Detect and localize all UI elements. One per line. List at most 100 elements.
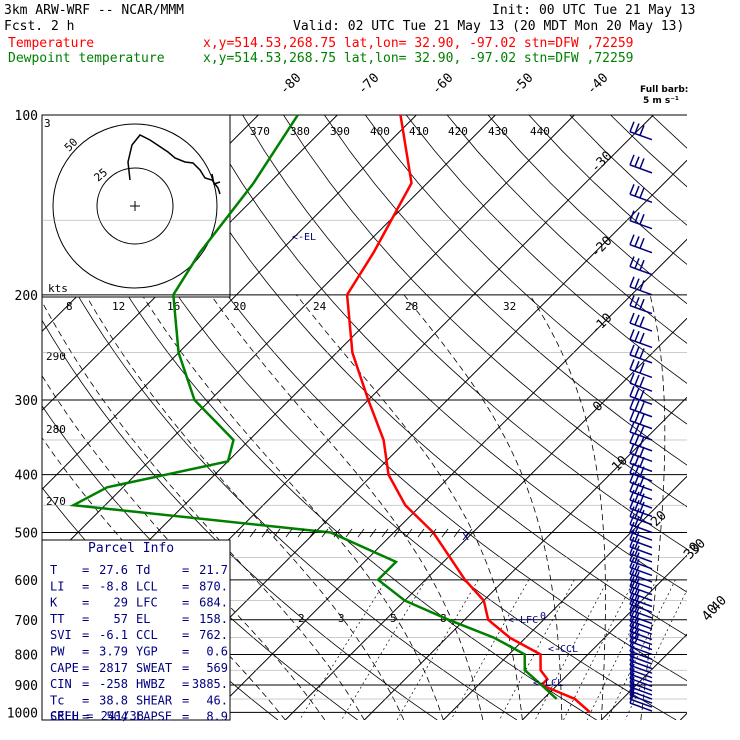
barb-flag — [629, 650, 635, 661]
barb-flag — [634, 595, 640, 607]
parcel-eq: = — [82, 677, 89, 691]
barb-flag — [634, 491, 640, 503]
barb-flag — [629, 453, 635, 464]
barb-flag — [639, 332, 645, 344]
parcel-value: -6.1 — [99, 628, 128, 642]
isotherm-line — [679, 712, 687, 720]
barb-flag — [629, 605, 635, 616]
parcel-value: 57 — [114, 612, 128, 626]
theta-label: 420 — [448, 125, 468, 138]
barb-flag — [629, 489, 635, 501]
barb-flag — [629, 692, 635, 704]
pressure-label-1000: 1000 — [7, 706, 38, 721]
barb-flag — [639, 259, 645, 271]
pressure-label-300: 300 — [15, 394, 38, 409]
parcel-eq: = — [182, 661, 189, 675]
isotherm-line — [442, 475, 687, 720]
barb-flag — [639, 316, 645, 327]
parcel-key: SWEAT — [136, 661, 172, 675]
wind-barb — [629, 523, 653, 534]
parcel-info: Parcel Info T = 27.6 Td = 21.7 LI = -8.8 LCL = 870.… — [41, 539, 231, 724]
dry-adiabat — [446, 115, 687, 344]
barb-flag — [629, 594, 635, 605]
dry-adiabat — [487, 115, 687, 305]
wind-barbs — [237, 121, 653, 712]
tick-mark — [237, 528, 245, 538]
valid-time: Valid: 02 UTC Tue 21 May 13 (20 MDT Mon … — [293, 19, 684, 34]
parcel-key: PW — [50, 645, 65, 659]
barb-flag — [634, 185, 640, 197]
wind-barb — [629, 566, 653, 577]
mixing-ratio-label: 32 — [503, 300, 516, 313]
barb-flag — [629, 121, 635, 133]
barb-flag — [629, 443, 635, 454]
wind-barb — [629, 304, 653, 315]
temperature-profile — [345, 114, 591, 714]
dewpoint-info: x,y=514.53,268.75 lat,lon= 32.90, -97.02… — [203, 51, 633, 66]
parcel-key: Td — [136, 563, 150, 577]
barb-flag — [634, 558, 640, 570]
barb-flag — [639, 298, 645, 310]
wind-barb — [629, 694, 653, 704]
barb-flag — [629, 410, 635, 421]
parcel-value: 29 — [114, 596, 128, 610]
parcel-row: CAPE = 2817 SWEAT = 569 — [50, 661, 228, 675]
barb-flag — [629, 588, 635, 599]
isotherm-line — [600, 633, 687, 720]
dry-adiabat — [569, 115, 687, 226]
barb-flag — [629, 344, 635, 356]
dry-adiabat — [528, 115, 687, 265]
barb-flag — [629, 563, 635, 575]
dry-adiabat — [0, 115, 39, 720]
wind-barb — [629, 690, 653, 700]
barb-flag — [634, 123, 640, 134]
parcel-eq: = — [182, 563, 189, 577]
parcel-value: 21.7 — [199, 563, 228, 577]
wind-barb — [629, 382, 653, 392]
barb-flag — [634, 258, 640, 269]
barb-flag — [639, 475, 645, 487]
theta-low-label: 290 — [46, 350, 66, 363]
barb-flag — [629, 659, 635, 670]
parcel-value: 2817 — [99, 661, 128, 675]
pressure-label-500: 500 — [15, 527, 38, 542]
pressure-label-400: 400 — [15, 469, 38, 484]
moist-adiabat — [296, 294, 523, 720]
barb-flag — [629, 521, 635, 533]
isotherm-line — [284, 317, 687, 720]
tick-mark — [249, 528, 257, 538]
hodograph-ring-inner — [96, 167, 174, 245]
parcel-value: 46. — [206, 693, 228, 707]
wind-barb — [629, 499, 653, 509]
barb-flag — [634, 607, 640, 618]
parcel-info-title: Parcel Info — [88, 541, 174, 556]
barb-flag — [639, 501, 645, 513]
barb-flag — [634, 374, 640, 386]
parcel-value: 870. — [199, 579, 228, 593]
parcel-key: YGP — [136, 645, 158, 659]
barb-flag — [629, 462, 635, 474]
theta-label: 410 — [409, 125, 429, 138]
barb-flag — [629, 576, 635, 587]
barb-flag — [634, 434, 640, 445]
parcel-key: SREH — [50, 710, 79, 724]
theta-low-label: 280 — [46, 423, 66, 436]
parcel-key: LCL — [136, 579, 158, 593]
wind-barb — [629, 243, 653, 254]
parcel-row: T = 27.6 Td = 21.7 — [50, 563, 228, 577]
barb-flag — [629, 663, 635, 675]
mixing-ratio-label: 12 — [112, 300, 125, 313]
mixing-ratio-line — [563, 579, 635, 720]
tick-mark — [465, 528, 473, 538]
parcel-info-box — [41, 539, 231, 721]
wind-barb — [629, 538, 653, 549]
barb-flag — [634, 628, 640, 639]
barb-flag — [634, 622, 640, 634]
isotherm-line — [42, 115, 417, 491]
parcel-key: LAPSE — [136, 710, 172, 724]
mixing-ratio-line — [607, 579, 676, 720]
barb-flag — [639, 187, 645, 199]
dry-adiabat — [42, 123, 597, 720]
barb-flag — [639, 214, 645, 225]
parcel-key: HWBZ — [136, 677, 165, 691]
